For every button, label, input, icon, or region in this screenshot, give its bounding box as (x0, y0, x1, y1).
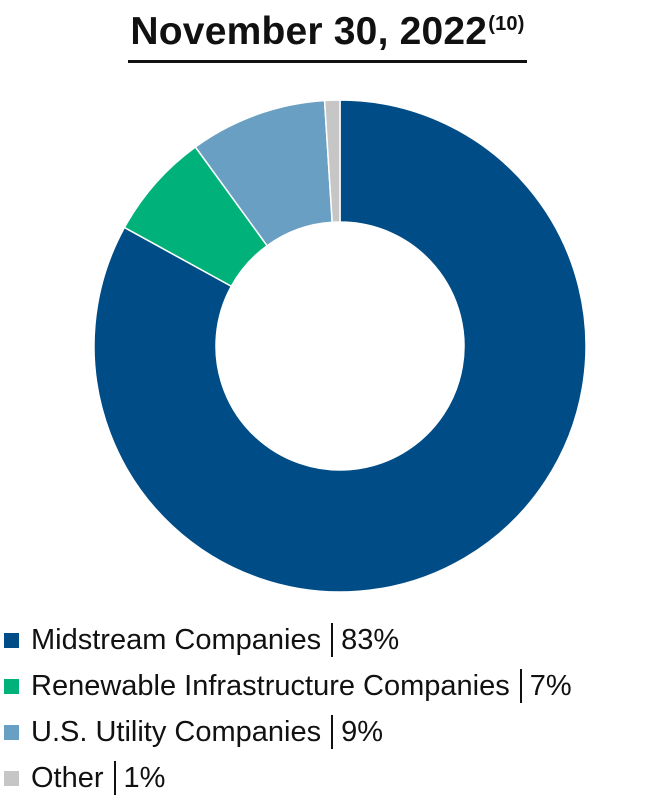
legend-item-midstream-companies: Midstream Companies 83% (4, 617, 654, 663)
legend-swatch (4, 678, 19, 694)
donut-svg (93, 99, 587, 593)
legend-value: 1% (123, 762, 166, 794)
chart-title-text: November 30, 2022 (130, 10, 488, 53)
pie-slice-other (323, 99, 341, 224)
pie-slice-midstream-companies (93, 99, 587, 593)
legend-label: U.S. Utility Companies 9% (31, 715, 383, 749)
legend-swatch (4, 770, 19, 786)
legend-category: U.S. Utility Companies (31, 716, 322, 748)
legend-value: 83% (341, 624, 400, 656)
chart-title-container: November 30, 2022(10) (0, 8, 655, 63)
legend-item-u-s-utility-companies: U.S. Utility Companies 9% (4, 709, 654, 755)
legend-label: Renewable Infrastructure Companies 7% (31, 669, 572, 703)
chart-legend: Midstream Companies 83% Renewable Infrastr… (4, 617, 654, 801)
legend-category: Renewable Infrastructure Companies (31, 670, 510, 702)
legend-category: Midstream Companies (31, 624, 322, 656)
legend-label: Midstream Companies 83% (31, 623, 399, 657)
legend-item-other: Other 1% (4, 755, 654, 801)
legend-value: 7% (529, 670, 572, 702)
legend-swatch (4, 724, 19, 740)
legend-swatch (4, 632, 19, 648)
legend-item-renewable-infrastructure-companies: Renewable Infrastructure Companies 7% (4, 663, 654, 709)
legend-separator (113, 761, 116, 795)
donut-chart (90, 96, 590, 596)
chart-title-footnote: (10) (488, 13, 525, 35)
legend-label: Other 1% (31, 761, 165, 795)
legend-separator (519, 669, 522, 703)
chart-title: November 30, 2022(10) (128, 8, 527, 63)
legend-value: 9% (341, 716, 384, 748)
legend-separator (331, 623, 334, 657)
legend-category: Other (31, 762, 104, 794)
legend-separator (331, 715, 334, 749)
